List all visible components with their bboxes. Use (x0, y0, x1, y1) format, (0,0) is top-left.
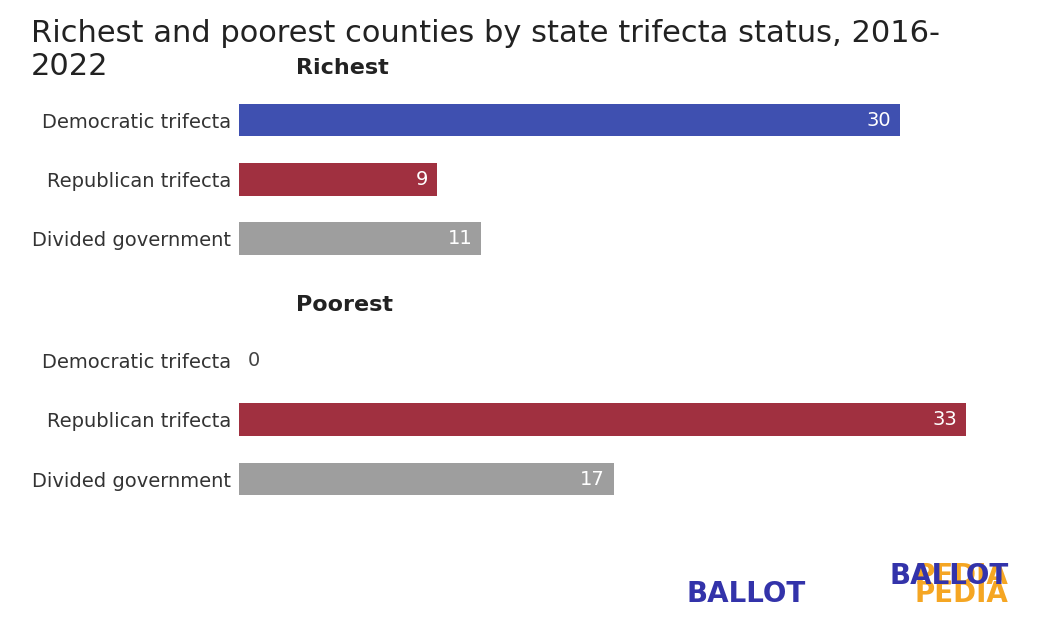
Text: 17: 17 (580, 469, 605, 489)
Bar (239, 163, 438, 196)
Text: 9: 9 (416, 170, 428, 189)
Bar (239, 222, 482, 255)
Text: 30: 30 (866, 110, 891, 130)
Bar (239, 104, 900, 137)
Text: BALLOT: BALLOT (889, 562, 1009, 590)
Text: 11: 11 (448, 229, 472, 248)
Bar (239, 403, 966, 436)
Text: Richest: Richest (296, 58, 389, 78)
Text: 33: 33 (933, 410, 957, 429)
Text: PEDIA: PEDIA (915, 580, 1009, 608)
Text: Richest and poorest counties by state trifecta status, 2016-
2022: Richest and poorest counties by state tr… (31, 19, 940, 81)
Text: Poorest: Poorest (296, 295, 393, 315)
Text: 0: 0 (248, 351, 260, 370)
Text: PEDIA: PEDIA (915, 562, 1009, 590)
Text: BALLOT: BALLOT (686, 580, 806, 608)
Bar (239, 462, 614, 495)
